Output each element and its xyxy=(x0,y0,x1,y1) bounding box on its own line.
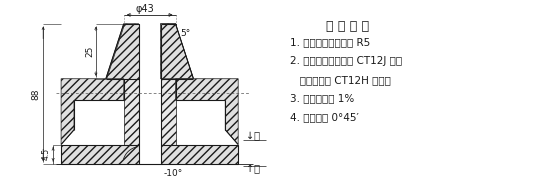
Polygon shape xyxy=(106,24,139,79)
Text: 88: 88 xyxy=(31,88,40,100)
Text: 4. 起模斜度 0°45′: 4. 起模斜度 0°45′ xyxy=(290,112,359,122)
Text: 3. 铸件收缩率 1%: 3. 铸件收缩率 1% xyxy=(290,93,354,104)
Text: ↑上: ↑上 xyxy=(246,164,260,174)
Text: 4.5: 4.5 xyxy=(41,148,50,160)
Polygon shape xyxy=(106,24,139,79)
Polygon shape xyxy=(61,79,124,144)
Polygon shape xyxy=(176,79,238,144)
Text: -10°: -10° xyxy=(164,169,183,178)
Polygon shape xyxy=(161,24,194,79)
Polygon shape xyxy=(124,24,139,159)
Text: 2. 加工余量：顶面按 CT12J 级，: 2. 加工余量：顶面按 CT12J 级， xyxy=(290,56,402,66)
Text: 25: 25 xyxy=(85,46,94,57)
Text: ↓下: ↓下 xyxy=(246,132,260,142)
Text: 侧、底面按 CT12H 级确定: 侧、底面按 CT12H 级确定 xyxy=(290,75,391,85)
Text: 1. 未注明圆角半径为 R5: 1. 未注明圆角半径为 R5 xyxy=(290,37,370,48)
Polygon shape xyxy=(161,24,176,159)
Polygon shape xyxy=(161,144,238,164)
Polygon shape xyxy=(161,24,194,79)
Text: 技 术 条 件: 技 术 条 件 xyxy=(326,20,369,33)
Text: 5°: 5° xyxy=(181,29,191,38)
Polygon shape xyxy=(61,144,139,164)
Text: φ43: φ43 xyxy=(135,4,154,14)
